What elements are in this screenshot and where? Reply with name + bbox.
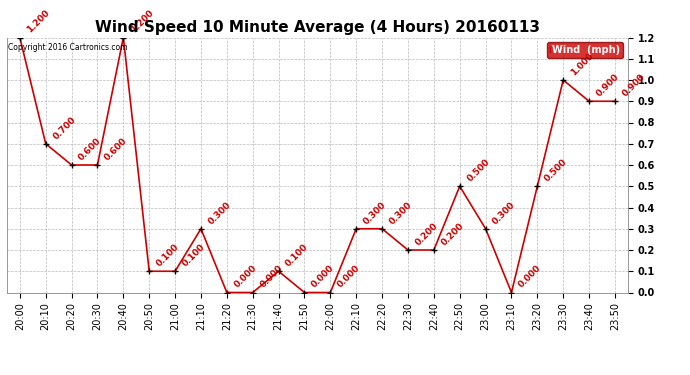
Text: Copyright 2016 Cartronics.com: Copyright 2016 Cartronics.com xyxy=(8,43,127,52)
Text: 0.000: 0.000 xyxy=(336,264,362,290)
Text: 1.000: 1.000 xyxy=(569,51,595,77)
Text: 1.200: 1.200 xyxy=(26,9,52,35)
Text: 0.600: 0.600 xyxy=(77,136,104,162)
Text: 0.200: 0.200 xyxy=(413,221,440,247)
Text: 0.100: 0.100 xyxy=(155,242,181,268)
Text: 0.700: 0.700 xyxy=(51,115,77,141)
Legend: Wind  (mph): Wind (mph) xyxy=(547,42,623,58)
Text: 0.300: 0.300 xyxy=(362,200,388,226)
Text: 0.300: 0.300 xyxy=(491,200,518,226)
Title: Wind Speed 10 Minute Average (4 Hours) 20160113: Wind Speed 10 Minute Average (4 Hours) 2… xyxy=(95,20,540,35)
Text: 0.500: 0.500 xyxy=(465,157,491,183)
Text: 0.100: 0.100 xyxy=(181,242,207,268)
Text: 0.200: 0.200 xyxy=(440,221,466,247)
Text: 0.900: 0.900 xyxy=(620,72,647,99)
Text: 0.900: 0.900 xyxy=(595,72,621,99)
Text: 0.000: 0.000 xyxy=(233,264,259,290)
Text: 0.000: 0.000 xyxy=(517,264,543,290)
Text: 0.500: 0.500 xyxy=(543,157,569,183)
Text: 0.300: 0.300 xyxy=(388,200,414,226)
Text: 0.000: 0.000 xyxy=(310,264,336,290)
Text: 1.200: 1.200 xyxy=(129,9,155,35)
Text: 0.100: 0.100 xyxy=(284,242,310,268)
Text: 0.000: 0.000 xyxy=(258,264,284,290)
Text: 0.600: 0.600 xyxy=(103,136,129,162)
Text: 0.300: 0.300 xyxy=(206,200,233,226)
